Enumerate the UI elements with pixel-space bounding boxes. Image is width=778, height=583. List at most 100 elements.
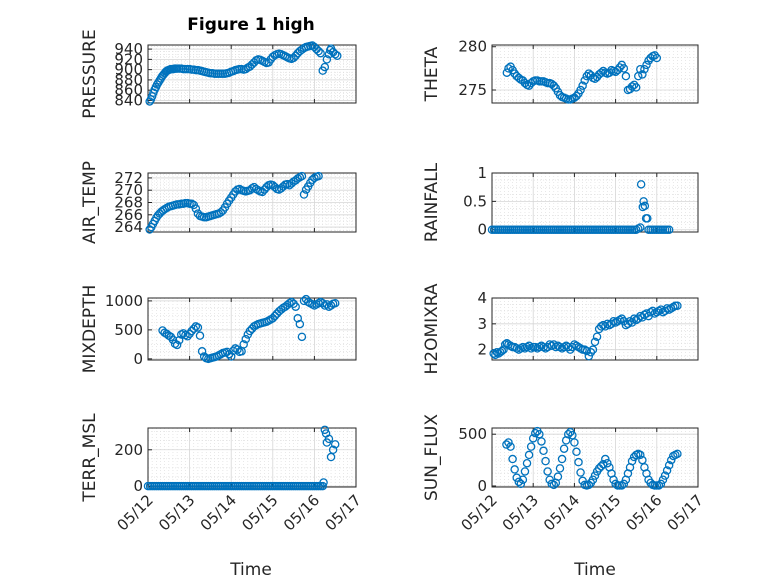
sun_flux-data-point: [506, 442, 515, 451]
terr_msl-x-tick-label: 05/13: [155, 491, 198, 534]
h2omixra-data-point: [634, 314, 643, 323]
theta-data-point: [642, 60, 651, 70]
mixdepth-data-point: [239, 340, 248, 349]
sun_flux-data-point: [522, 458, 532, 468]
sun_flux-data-point: [636, 450, 645, 460]
pressure-y-axis-label: PRESSURE: [80, 29, 100, 118]
mixdepth-data-point: [168, 335, 178, 344]
air_temp-y-tick-label: 268: [114, 194, 143, 212]
h2omixra-data-point: [582, 346, 592, 356]
sun_flux-data-point: [664, 461, 674, 470]
sun_flux-data-point: [662, 466, 672, 475]
h2omixra-data-point: [669, 302, 678, 312]
terr_msl-x-tick-label: 05/14: [197, 491, 240, 534]
mixdepth-y-axis-label: MIXDEPTH: [80, 285, 100, 374]
sun_flux-data-point: [617, 481, 627, 490]
h2omixra-data-point: [524, 341, 534, 351]
sun_flux-data-point: [557, 454, 567, 464]
rainfall-data-point: [639, 197, 648, 206]
mixdepth-data-point: [174, 336, 184, 345]
pressure-data-point: [324, 49, 334, 59]
h2omixra-data-point: [566, 345, 575, 354]
rainfall-y-axis-label: RAINFALL: [422, 162, 442, 242]
mixdepth-data-point: [268, 314, 278, 323]
sun_flux-data-point: [504, 438, 513, 447]
sun_flux-data-point: [656, 479, 666, 489]
mixdepth-data-point: [172, 340, 182, 350]
air_temp-data-point: [258, 187, 267, 197]
mixdepth-data-point: [287, 297, 296, 307]
sun_flux-y-tick-label: 0: [477, 477, 487, 495]
theta-data-point: [615, 63, 624, 72]
terr_msl-x-tick-label: 05/17: [322, 491, 365, 534]
h2omixra-data-point: [526, 344, 536, 353]
theta-data-point: [580, 76, 589, 85]
h2omixra-data-point: [531, 342, 540, 352]
pressure-data-point: [333, 51, 342, 61]
air_temp-y-tick-label: 266: [114, 206, 143, 224]
sun_flux-data-point: [654, 481, 664, 490]
sun_flux-x-tick-label: 05/14: [540, 491, 583, 534]
pressure-data-point: [314, 46, 323, 56]
mixdepth-y-tick-label: 1000: [105, 292, 143, 310]
sun_flux-x-tick-label: 05/15: [581, 491, 624, 534]
h2omixra-y-tick-label: 4: [477, 289, 487, 307]
terr_msl-x-tick-label: 05/15: [238, 491, 281, 534]
h2omixra-data-point: [500, 340, 510, 349]
sun_flux-data-point: [518, 475, 528, 485]
theta-y-axis-label: THETA: [422, 46, 442, 102]
mixdepth-data-point: [189, 324, 199, 333]
pressure-data-point: [316, 48, 325, 58]
air_temp-y-tick-label: 264: [114, 218, 143, 236]
pressure-y-tick-label: 900: [114, 61, 143, 79]
sun_flux-y-axis-label: SUN_FLUX: [422, 414, 442, 501]
pressure-data-point: [291, 51, 300, 61]
rainfall-y-tick-label: 0.5: [463, 192, 487, 210]
theta-y-tick-label: 275: [458, 81, 487, 99]
mixdepth-y-tick-label: 500: [114, 321, 143, 339]
h2omixra-data-point: [535, 342, 544, 352]
sun_flux-data-point: [531, 428, 540, 438]
theta-data-point: [640, 64, 649, 74]
pressure-data-point: [322, 55, 332, 64]
terr_msl-y-tick-label: 0: [133, 477, 143, 495]
theta-data-point: [629, 80, 639, 90]
theta-data-point: [504, 64, 513, 73]
sun_flux-axes-box: [491, 427, 699, 488]
pressure-data-point: [145, 97, 154, 106]
sun_flux-x-tick-label: 05/12: [458, 491, 501, 534]
sun_flux-data-point: [601, 454, 610, 464]
pressure-data-point: [330, 49, 340, 59]
sun_flux-data-point: [539, 446, 548, 456]
air_temp-data-point: [216, 208, 226, 217]
sun_flux-x-tick-label: 05/17: [664, 491, 707, 534]
sun_flux-data-point: [570, 438, 579, 447]
mixdepth-data-point: [322, 300, 332, 309]
pressure-data-point: [320, 62, 330, 72]
pressure-data-point: [155, 76, 164, 85]
theta-data-point: [549, 81, 559, 90]
terr_msl-y-axis-label: TERR_MSL: [80, 413, 100, 503]
pressure-axes-box: [147, 44, 357, 104]
x-axis-label-right: Time: [573, 560, 616, 580]
sun_flux-data-point: [524, 450, 534, 460]
rainfall-data-point: [636, 180, 646, 189]
pressure-data-point: [152, 80, 162, 89]
theta-data-point: [638, 70, 647, 79]
h2omixra-data-point: [512, 344, 521, 353]
h2omixra-data-point: [516, 344, 526, 353]
x-axis-label-left: Time: [229, 560, 272, 580]
h2omixra-data-point: [656, 305, 666, 314]
sun_flux-data-point: [609, 475, 618, 485]
air_temp-data-point: [270, 182, 280, 192]
rainfall-data-point: [643, 214, 652, 223]
air_temp-data-point: [299, 190, 309, 199]
mixdepth-data-point: [197, 347, 207, 356]
air_temp-y-tick-label: 272: [114, 169, 143, 187]
rainfall-y-tick-label: 0: [477, 221, 487, 239]
h2omixra-data-point: [598, 320, 608, 330]
h2omixra-y-tick-label: 3: [477, 315, 487, 333]
mixdepth-data-point: [193, 323, 203, 332]
theta-data-point: [631, 83, 641, 92]
